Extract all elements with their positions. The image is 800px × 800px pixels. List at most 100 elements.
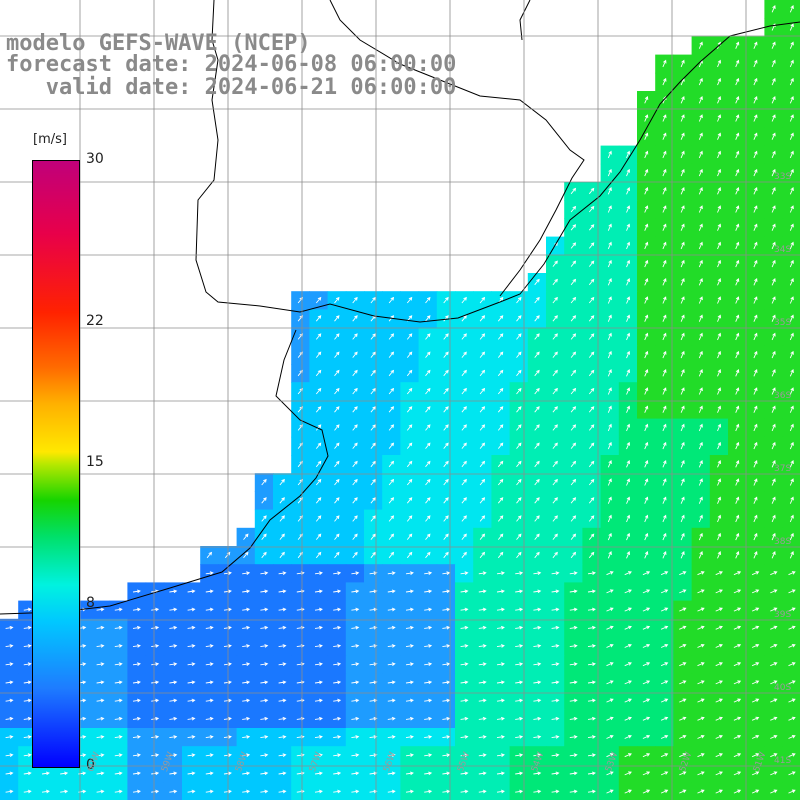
wind-arrow	[607, 478, 612, 486]
wind-arrow	[624, 589, 632, 594]
wind-arrow	[369, 771, 378, 776]
wind-arrow	[587, 644, 596, 648]
wind-arrow	[405, 680, 414, 685]
latitude-label: 38S	[774, 537, 792, 547]
wind-arrow	[405, 644, 414, 648]
wind-arrow	[242, 607, 251, 612]
wind-arrow	[352, 515, 358, 522]
wind-arrow	[753, 332, 758, 341]
wind-arrow	[551, 680, 560, 685]
wind-arrow	[642, 662, 651, 667]
wind-arrow	[552, 515, 558, 522]
wind-arrow	[644, 478, 649, 486]
wind-arrow	[534, 515, 540, 522]
wind-arrow	[753, 114, 758, 122]
wind-arrow	[516, 369, 522, 377]
wind-arrow	[771, 423, 776, 432]
wind-arrow	[352, 369, 358, 377]
wind-arrow	[570, 515, 577, 522]
wind-arrow	[735, 205, 740, 213]
wind-arrow	[569, 789, 578, 794]
wind-arrow	[96, 625, 105, 630]
wind-arrow	[534, 497, 540, 504]
wind-arrow	[607, 441, 612, 450]
wind-arrow	[698, 478, 703, 486]
wind-arrow	[242, 753, 251, 757]
wind-arrow	[717, 150, 722, 159]
wind-arrow	[78, 771, 87, 776]
wind-arrow	[223, 735, 232, 739]
wind-arrow	[662, 77, 667, 86]
wind-arrow	[388, 333, 395, 340]
wind-arrow	[334, 333, 340, 340]
wind-arrow	[497, 315, 504, 322]
wind-arrow	[478, 753, 487, 757]
wind-arrow	[461, 387, 467, 395]
wind-arrow	[460, 607, 469, 612]
wind-arrow	[697, 607, 705, 612]
wind-arrow	[607, 405, 612, 413]
wind-arrow	[751, 771, 760, 776]
wind-arrow	[387, 698, 396, 703]
latitude-label: 35S	[774, 318, 792, 328]
wind-arrow	[406, 533, 413, 540]
wind-arrow	[569, 771, 578, 776]
wind-arrow	[497, 478, 504, 486]
wind-arrow	[697, 789, 705, 794]
wind-arrow	[314, 680, 323, 685]
wind-arrow	[534, 460, 540, 468]
wind-arrow	[626, 350, 631, 359]
wind-arrow	[698, 77, 703, 86]
wind-arrow	[680, 96, 685, 104]
wind-arrow	[588, 551, 595, 559]
wind-arrow	[662, 314, 667, 322]
wind-arrow	[388, 369, 395, 377]
wind-arrow	[205, 607, 214, 612]
wind-arrow	[606, 589, 614, 594]
wind-arrow	[370, 369, 376, 377]
wind-arrow	[497, 533, 504, 540]
wind-arrow	[534, 406, 540, 413]
wind-arrow	[642, 734, 651, 739]
wind-arrow	[443, 296, 449, 304]
wind-arrow	[425, 460, 431, 468]
wind-arrow	[680, 332, 685, 341]
wind-arrow	[278, 753, 287, 757]
wind-arrow	[753, 405, 758, 413]
wind-arrow	[479, 515, 486, 522]
wind-arrow	[315, 551, 322, 559]
wind-arrow	[698, 150, 703, 159]
wind-arrow	[642, 589, 651, 594]
wind-arrow	[626, 551, 631, 559]
wind-arrow	[442, 625, 451, 630]
wind-arrow	[735, 478, 740, 486]
wind-arrow	[570, 351, 577, 358]
wind-arrow	[751, 662, 760, 667]
wind-arrow	[314, 789, 323, 794]
wind-arrow	[496, 662, 505, 666]
wind-arrow	[607, 332, 612, 341]
wind-arrow	[242, 571, 251, 575]
wind-arrow	[260, 662, 269, 666]
wind-arrow	[770, 789, 778, 794]
wind-arrow	[278, 607, 287, 612]
wind-arrow	[606, 680, 614, 685]
wind-arrow	[717, 496, 722, 504]
wind-arrow	[587, 716, 596, 721]
wind-arrow	[569, 753, 578, 757]
wind-arrow	[789, 387, 794, 395]
wind-arrow	[626, 423, 631, 432]
wind-arrow	[315, 333, 322, 340]
wind-arrow	[479, 369, 486, 377]
wind-arrow	[660, 698, 669, 703]
wind-arrow	[370, 533, 376, 540]
wind-arrow	[552, 387, 558, 395]
wind-arrow	[387, 771, 396, 776]
wind-arrow	[733, 734, 742, 739]
wind-arrow	[626, 296, 631, 304]
wind-arrow	[132, 716, 141, 721]
wind-arrow	[717, 296, 722, 304]
wind-arrow	[315, 369, 322, 377]
wind-arrow	[588, 515, 595, 522]
